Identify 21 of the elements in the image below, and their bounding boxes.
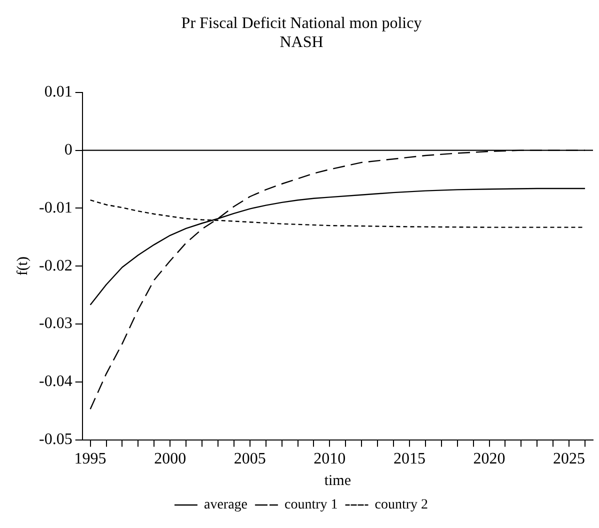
x-tick-label: 2015 [393, 450, 426, 468]
chart-title: Pr Fiscal Deficit National mon policy [181, 14, 422, 32]
y-axis-title: f(t) [14, 256, 31, 276]
legend-label: country 1 [284, 498, 338, 513]
legend-label: country 2 [374, 498, 428, 513]
x-axis-title: time [324, 472, 352, 489]
x-tick-label: 2010 [314, 450, 346, 468]
y-tick-label: 0.01 [44, 84, 72, 101]
x-tick-label: 1995 [74, 450, 106, 468]
y-tick-label: -0.01 [39, 199, 72, 216]
chart-subtitle: NASH [280, 34, 324, 52]
y-tick-label: -0.03 [39, 315, 72, 332]
x-tick-label: 2005 [234, 450, 266, 468]
y-tick-label: 0 [64, 142, 72, 159]
x-tick-label: 2025 [553, 450, 586, 468]
x-tick-label: 2020 [473, 450, 506, 468]
y-tick-label: -0.02 [39, 257, 72, 274]
x-tick-label: 2000 [154, 450, 186, 468]
y-tick-label: -0.05 [39, 431, 72, 448]
y-tick-label: -0.04 [39, 373, 72, 390]
legend-label: average [204, 498, 248, 513]
